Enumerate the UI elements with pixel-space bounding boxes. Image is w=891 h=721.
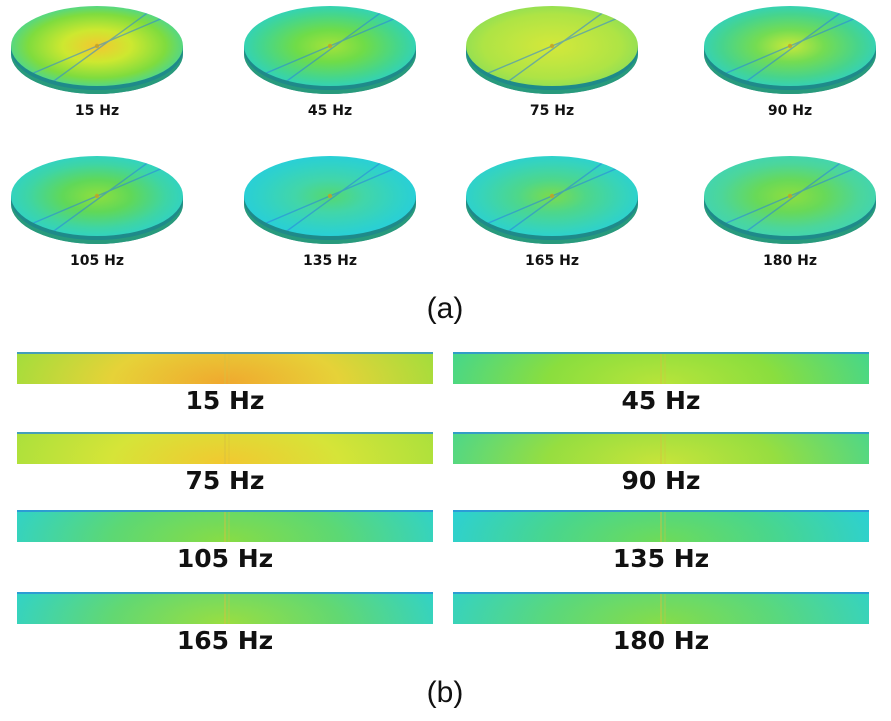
- frequency-label: 180 Hz: [763, 253, 817, 269]
- disc-field-image: [244, 156, 416, 244]
- cross-section-field-image: [17, 510, 433, 542]
- frequency-label: 45 Hz: [621, 386, 701, 415]
- frequency-label: 135 Hz: [612, 544, 710, 573]
- cross-section-plot: 180 Hz: [453, 592, 869, 662]
- disc-plot: 135 Hz: [240, 150, 420, 269]
- frequency-label: 105 Hz: [70, 253, 124, 269]
- cross-section-plot: 15 Hz: [17, 352, 433, 422]
- disc-plot: 75 Hz: [462, 0, 642, 119]
- panel-a-label: (a): [426, 292, 464, 325]
- frequency-label: 15 Hz: [185, 386, 265, 415]
- cross-section-plot: 135 Hz: [453, 510, 869, 580]
- frequency-label: 165 Hz: [525, 253, 579, 269]
- cross-section-field-image: [453, 432, 869, 464]
- disc-plot: 45 Hz: [240, 0, 420, 119]
- frequency-label: 75 Hz: [185, 466, 265, 495]
- disc-field-image: [11, 156, 183, 244]
- disc-field-image: [466, 156, 638, 244]
- cross-section-plot: 75 Hz: [17, 432, 433, 502]
- disc-field-image: [704, 6, 876, 94]
- disc-plot: 165 Hz: [462, 150, 642, 269]
- frequency-label: 105 Hz: [176, 544, 274, 573]
- disc-plot: 90 Hz: [700, 0, 880, 119]
- frequency-label: 180 Hz: [612, 626, 710, 655]
- frequency-label: 75 Hz: [529, 103, 575, 119]
- cross-section-field-image: [453, 510, 869, 542]
- cross-section-field-image: [453, 592, 869, 624]
- disc-field-image: [11, 6, 183, 94]
- disc-field-image: [704, 156, 876, 244]
- frequency-label: 135 Hz: [303, 253, 357, 269]
- frequency-label: 90 Hz: [621, 466, 701, 495]
- frequency-label: 45 Hz: [307, 103, 353, 119]
- disc-plot: 15 Hz: [7, 0, 187, 119]
- frequency-label: 90 Hz: [767, 103, 813, 119]
- disc-field-image: [244, 6, 416, 94]
- frequency-label: 165 Hz: [176, 626, 274, 655]
- panel-b-label: (b): [426, 676, 464, 709]
- frequency-label: 15 Hz: [74, 103, 120, 119]
- cross-section-field-image: [17, 352, 433, 384]
- cross-section-field-image: [17, 592, 433, 624]
- cross-section-plot: 105 Hz: [17, 510, 433, 580]
- cross-section-plot: 165 Hz: [17, 592, 433, 662]
- cross-section-plot: 90 Hz: [453, 432, 869, 502]
- disc-plot: 180 Hz: [700, 150, 880, 269]
- disc-plot: 105 Hz: [7, 150, 187, 269]
- disc-field-image: [466, 6, 638, 94]
- cross-section-plot: 45 Hz: [453, 352, 869, 422]
- cross-section-field-image: [453, 352, 869, 384]
- cross-section-field-image: [17, 432, 433, 464]
